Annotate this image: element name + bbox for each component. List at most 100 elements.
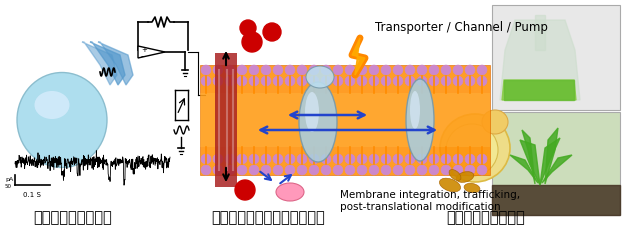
Circle shape bbox=[261, 65, 271, 75]
Text: post-translational modification: post-translational modification bbox=[340, 202, 500, 212]
Ellipse shape bbox=[406, 79, 434, 161]
Circle shape bbox=[333, 65, 343, 75]
Circle shape bbox=[393, 76, 403, 86]
Circle shape bbox=[417, 76, 427, 86]
Text: Transporter / Channel / Pump: Transporter / Channel / Pump bbox=[375, 22, 548, 35]
Bar bbox=[215, 53, 237, 187]
Circle shape bbox=[249, 65, 259, 75]
Circle shape bbox=[429, 165, 439, 175]
Circle shape bbox=[213, 65, 223, 75]
Circle shape bbox=[477, 65, 487, 75]
Circle shape bbox=[465, 154, 475, 164]
Polygon shape bbox=[90, 42, 125, 85]
Polygon shape bbox=[504, 80, 574, 100]
Circle shape bbox=[369, 165, 379, 175]
Ellipse shape bbox=[306, 66, 334, 88]
Circle shape bbox=[453, 154, 463, 164]
Polygon shape bbox=[545, 128, 558, 184]
Circle shape bbox=[381, 76, 391, 86]
Ellipse shape bbox=[299, 82, 337, 162]
Circle shape bbox=[453, 65, 463, 75]
Ellipse shape bbox=[305, 92, 319, 132]
Text: +: + bbox=[141, 47, 147, 53]
Circle shape bbox=[309, 154, 319, 164]
Bar bbox=[492, 5, 620, 110]
Bar bbox=[200, 65, 490, 175]
Circle shape bbox=[285, 65, 295, 75]
Ellipse shape bbox=[17, 72, 107, 168]
Ellipse shape bbox=[440, 114, 510, 182]
Circle shape bbox=[465, 165, 475, 175]
Circle shape bbox=[321, 165, 331, 175]
Text: 耐性生物の創出基盤: 耐性生物の創出基盤 bbox=[447, 210, 525, 225]
Circle shape bbox=[357, 165, 367, 175]
Text: 自然エネルギー生成と最適化: 自然エネルギー生成と最適化 bbox=[211, 210, 325, 225]
Circle shape bbox=[333, 154, 343, 164]
Circle shape bbox=[273, 76, 283, 86]
Circle shape bbox=[225, 65, 235, 75]
Circle shape bbox=[453, 165, 463, 175]
Circle shape bbox=[242, 32, 262, 52]
Text: 0.1 S: 0.1 S bbox=[23, 192, 41, 198]
Circle shape bbox=[201, 154, 211, 164]
Text: -: - bbox=[141, 51, 145, 61]
Circle shape bbox=[213, 154, 223, 164]
Polygon shape bbox=[535, 15, 545, 50]
Circle shape bbox=[309, 65, 319, 75]
Circle shape bbox=[345, 76, 355, 86]
Ellipse shape bbox=[276, 183, 304, 201]
Circle shape bbox=[333, 76, 343, 86]
Circle shape bbox=[297, 165, 307, 175]
Circle shape bbox=[213, 76, 223, 86]
Circle shape bbox=[381, 154, 391, 164]
Bar bbox=[200, 93, 490, 147]
Circle shape bbox=[201, 76, 211, 86]
Circle shape bbox=[249, 165, 259, 175]
Bar bbox=[492, 112, 620, 215]
Circle shape bbox=[225, 154, 235, 164]
Ellipse shape bbox=[440, 178, 461, 192]
Circle shape bbox=[225, 165, 235, 175]
Circle shape bbox=[441, 65, 451, 75]
Polygon shape bbox=[138, 46, 165, 58]
Circle shape bbox=[477, 76, 487, 86]
Ellipse shape bbox=[446, 124, 498, 176]
Circle shape bbox=[369, 76, 379, 86]
Circle shape bbox=[273, 165, 283, 175]
Text: 新規分子装置の探究: 新規分子装置の探究 bbox=[34, 210, 113, 225]
Circle shape bbox=[213, 165, 223, 175]
Circle shape bbox=[309, 165, 319, 175]
Circle shape bbox=[297, 65, 307, 75]
Circle shape bbox=[357, 65, 367, 75]
Polygon shape bbox=[502, 80, 576, 100]
Circle shape bbox=[345, 154, 355, 164]
Polygon shape bbox=[522, 130, 535, 184]
Polygon shape bbox=[492, 185, 620, 215]
Polygon shape bbox=[98, 42, 133, 85]
Circle shape bbox=[417, 165, 427, 175]
Circle shape bbox=[405, 154, 415, 164]
Circle shape bbox=[237, 165, 247, 175]
Circle shape bbox=[429, 76, 439, 86]
Ellipse shape bbox=[456, 172, 474, 182]
Circle shape bbox=[429, 154, 439, 164]
Circle shape bbox=[263, 23, 281, 41]
Circle shape bbox=[417, 154, 427, 164]
Circle shape bbox=[321, 154, 331, 164]
Polygon shape bbox=[500, 20, 580, 100]
Circle shape bbox=[381, 165, 391, 175]
Circle shape bbox=[237, 65, 247, 75]
Circle shape bbox=[477, 154, 487, 164]
Circle shape bbox=[237, 76, 247, 86]
Circle shape bbox=[441, 76, 451, 86]
Circle shape bbox=[333, 165, 343, 175]
Circle shape bbox=[201, 65, 211, 75]
Circle shape bbox=[393, 165, 403, 175]
Circle shape bbox=[381, 65, 391, 75]
Ellipse shape bbox=[482, 110, 508, 134]
Text: pA: pA bbox=[6, 178, 14, 183]
Circle shape bbox=[321, 65, 331, 75]
Polygon shape bbox=[540, 138, 560, 185]
Ellipse shape bbox=[449, 170, 461, 180]
Circle shape bbox=[261, 76, 271, 86]
